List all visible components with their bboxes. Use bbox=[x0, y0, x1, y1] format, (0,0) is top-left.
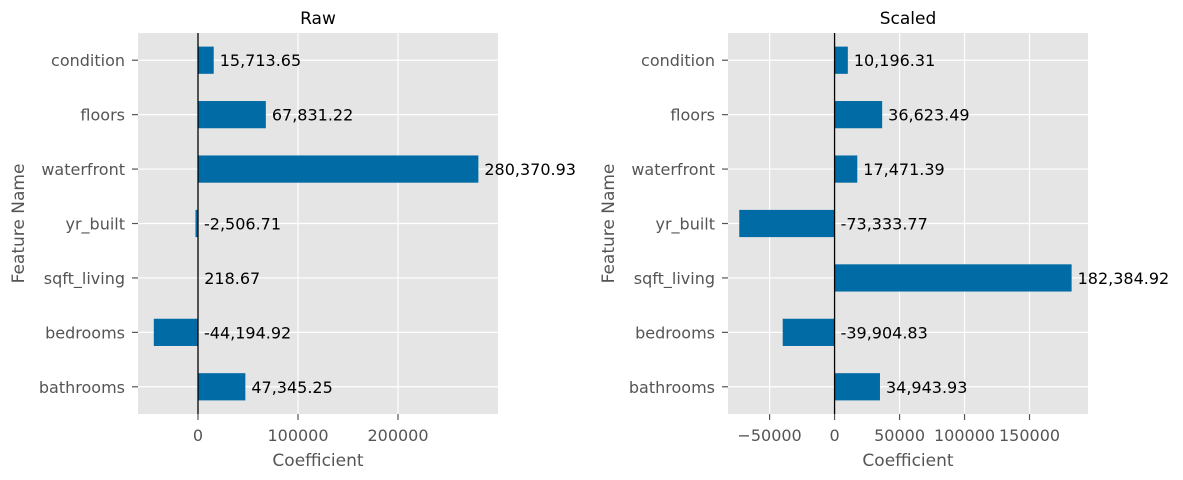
data-label: 17,471.39 bbox=[863, 160, 944, 179]
x-tick-label: 100000 bbox=[934, 426, 995, 445]
raw-coefficient-chart: 47,345.25 -44,194.92 218.67 -2,506.71 280,37… bbox=[9, 9, 576, 471]
x-tick-label: 100000 bbox=[267, 426, 328, 445]
x-tick-label: −50000 bbox=[737, 426, 801, 445]
data-label: -39,904.83 bbox=[841, 323, 928, 342]
bar-floors bbox=[198, 101, 266, 129]
chart-title: Scaled bbox=[880, 9, 937, 29]
y-tick-label: condition bbox=[641, 51, 715, 70]
data-label: -2,506.71 bbox=[204, 215, 281, 234]
x-tick-label: 150000 bbox=[999, 426, 1060, 445]
data-label: 10,196.31 bbox=[854, 51, 935, 70]
data-label: 15,713.65 bbox=[220, 51, 301, 70]
bar-waterfront bbox=[834, 155, 858, 183]
data-label: 47,345.25 bbox=[251, 378, 332, 397]
bar-bedrooms bbox=[782, 318, 835, 346]
bar-sqft_living bbox=[834, 264, 1072, 292]
bar-floors bbox=[834, 101, 883, 129]
y-tick-label: bedrooms bbox=[45, 323, 125, 342]
x-tick-label: 0 bbox=[829, 426, 839, 445]
scaled-coefficient-chart: 34,943.93 -39,904.83 182,384.92 -73,333.77 1… bbox=[599, 9, 1169, 471]
y-tick-label: bathrooms bbox=[39, 378, 125, 397]
bar-bedrooms bbox=[153, 318, 198, 346]
data-label: 34,943.93 bbox=[886, 378, 967, 397]
y-axis-label: Feature Name bbox=[9, 164, 29, 284]
data-label: 218.67 bbox=[204, 269, 260, 288]
x-tick-label: 0 bbox=[193, 426, 203, 445]
data-label: -73,333.77 bbox=[841, 215, 928, 234]
bar-condition bbox=[198, 46, 214, 74]
y-tick-label: floors bbox=[80, 106, 125, 125]
y-tick-label: waterfront bbox=[631, 160, 715, 179]
x-tick-label: 50000 bbox=[874, 426, 925, 445]
y-tick-label: waterfront bbox=[41, 160, 125, 179]
y-axis-label: Feature Name bbox=[599, 164, 619, 284]
bar-bathrooms bbox=[198, 373, 246, 401]
data-label: -44,194.92 bbox=[204, 323, 291, 342]
bar-yr_built bbox=[195, 209, 198, 238]
x-axis-label: Coefficient bbox=[862, 451, 953, 471]
bar-bathrooms bbox=[834, 373, 880, 401]
x-tick-label: 200000 bbox=[367, 426, 428, 445]
data-label: 182,384.92 bbox=[1078, 269, 1170, 288]
y-tick-label: condition bbox=[51, 51, 125, 70]
y-tick-label: bathrooms bbox=[629, 378, 715, 397]
y-tick-label: yr_built bbox=[65, 215, 125, 235]
data-label: 67,831.22 bbox=[272, 106, 353, 125]
x-axis-label: Coefficient bbox=[272, 451, 363, 471]
bar-yr_built bbox=[739, 209, 835, 238]
bar-condition bbox=[834, 46, 848, 74]
y-tick-label: floors bbox=[670, 106, 715, 125]
y-tick-label: yr_built bbox=[655, 215, 715, 235]
bar-waterfront bbox=[198, 155, 479, 183]
chart-title: Raw bbox=[300, 9, 336, 29]
y-tick-label: bedrooms bbox=[635, 323, 715, 342]
data-label: 280,370.93 bbox=[484, 160, 576, 179]
data-label: 36,623.49 bbox=[888, 106, 969, 125]
y-tick-label: sqft_living bbox=[634, 269, 715, 289]
y-tick-label: sqft_living bbox=[44, 269, 125, 289]
